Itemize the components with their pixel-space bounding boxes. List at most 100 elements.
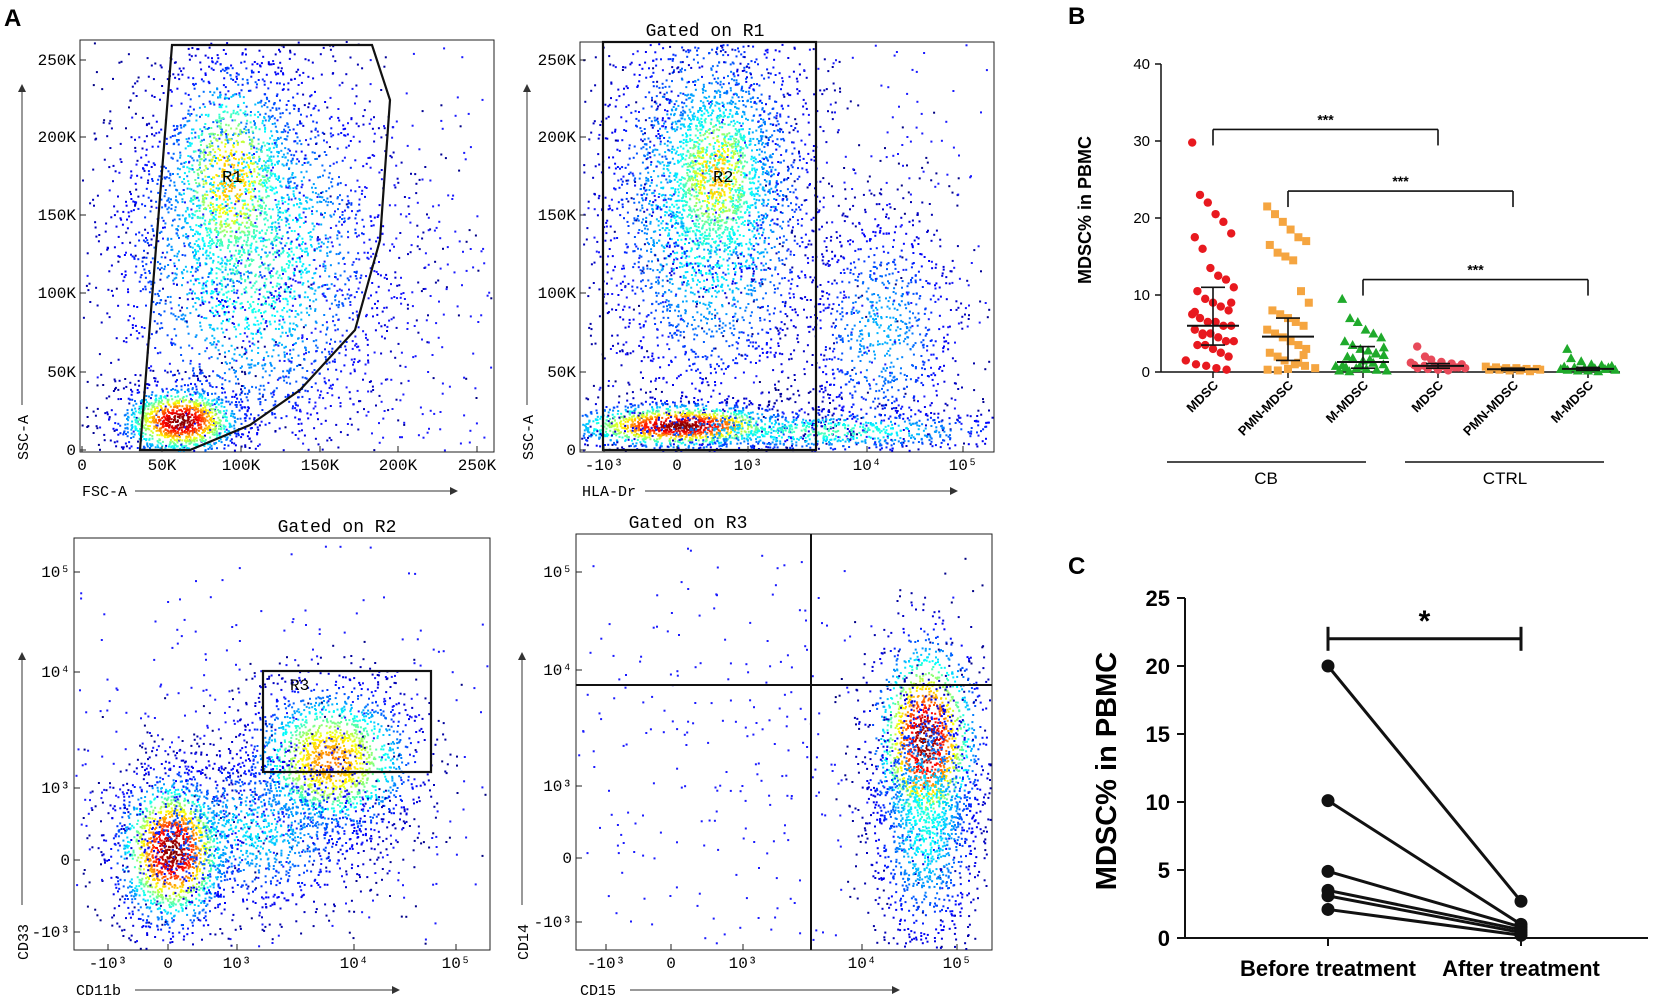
- event-dot: [283, 307, 285, 309]
- event-dot: [261, 409, 263, 411]
- event-dot: [231, 164, 233, 166]
- event-dot: [270, 276, 272, 278]
- event-dot: [112, 295, 114, 297]
- event-dot: [177, 225, 179, 227]
- event-dot: [367, 339, 369, 341]
- event-dot: [192, 169, 194, 171]
- event-dot: [246, 234, 248, 236]
- event-dot: [383, 66, 385, 68]
- event-dot: [311, 246, 313, 248]
- event-dot: [314, 152, 316, 154]
- event-dot: [124, 254, 126, 256]
- event-dot: [331, 283, 333, 285]
- event-dot: [246, 260, 248, 262]
- event-dot: [286, 311, 288, 313]
- event-dot: [116, 337, 118, 339]
- event-dot: [141, 203, 143, 205]
- event-dot: [210, 210, 212, 212]
- event-dot: [189, 54, 191, 56]
- event-dot: [377, 273, 379, 275]
- event-dot: [285, 210, 287, 212]
- event-dot: [164, 222, 166, 224]
- event-dot: [219, 92, 221, 94]
- event-dot: [112, 180, 114, 182]
- event-dot: [312, 151, 314, 153]
- event-dot: [341, 218, 343, 220]
- event-dot: [278, 201, 280, 203]
- event-dot: [288, 371, 290, 373]
- event-dot: [264, 224, 266, 226]
- event-dot: [224, 352, 226, 354]
- event-dot: [208, 82, 210, 84]
- event-dot: [134, 272, 136, 274]
- event-dot: [319, 250, 321, 252]
- event-dot: [382, 225, 384, 227]
- event-dot: [250, 366, 252, 368]
- event-dot: [364, 196, 366, 198]
- event-dot: [269, 177, 271, 179]
- event-dot: [305, 347, 307, 349]
- event-dot: [211, 356, 213, 358]
- event-dot: [125, 271, 127, 273]
- event-dot: [380, 89, 382, 91]
- event-dot: [208, 242, 210, 244]
- event-dot: [246, 162, 248, 164]
- event-dot: [170, 238, 172, 240]
- event-dot: [250, 305, 252, 307]
- event-dot: [202, 372, 204, 374]
- event-dot: [109, 316, 111, 318]
- event-dot: [261, 147, 263, 149]
- event-dot: [98, 234, 100, 236]
- event-dot: [367, 360, 369, 362]
- event-dot: [235, 435, 237, 437]
- event-dot: [137, 441, 139, 443]
- event-dot: [287, 252, 289, 254]
- event-dot: [358, 125, 360, 127]
- event-dot: [440, 104, 442, 106]
- event-dot: [315, 321, 317, 323]
- event-dot: [327, 238, 329, 240]
- event-dot: [359, 210, 361, 212]
- event-dot: [288, 401, 290, 403]
- event-dot: [334, 341, 336, 343]
- event-dot: [261, 365, 263, 367]
- event-dot: [195, 309, 197, 311]
- event-dot: [209, 136, 211, 138]
- event-dot: [156, 183, 158, 185]
- event-dot: [277, 219, 279, 221]
- event-dot: [105, 231, 107, 233]
- event-dot: [324, 170, 326, 172]
- event-dot: [267, 87, 269, 89]
- event-dot: [286, 263, 288, 265]
- event-dot: [300, 114, 302, 116]
- event-dot: [421, 290, 423, 292]
- event-dot: [361, 232, 363, 234]
- event-dot: [171, 224, 173, 226]
- event-dot: [304, 390, 306, 392]
- event-dot: [317, 134, 319, 136]
- event-dot: [300, 304, 302, 306]
- event-dot: [194, 293, 196, 295]
- event-dot: [342, 305, 344, 307]
- event-dot: [308, 314, 310, 316]
- event-dot: [289, 329, 291, 331]
- event-dot: [292, 405, 294, 407]
- event-dot: [201, 78, 203, 80]
- event-dot: [354, 217, 356, 219]
- event-dot: [201, 130, 203, 132]
- event-dot: [97, 305, 99, 307]
- event-dot: [110, 362, 112, 364]
- event-dot: [193, 159, 195, 161]
- event-dot: [168, 211, 170, 213]
- event-dot: [282, 112, 284, 114]
- event-dot: [316, 412, 318, 414]
- event-dot: [166, 200, 168, 202]
- event-dot: [243, 128, 245, 130]
- event-dot: [263, 182, 265, 184]
- event-dot: [195, 336, 197, 338]
- event-dot: [294, 176, 296, 178]
- event-dot: [279, 283, 281, 285]
- event-dot: [229, 318, 231, 320]
- event-dot: [380, 353, 382, 355]
- event-dot: [167, 264, 169, 266]
